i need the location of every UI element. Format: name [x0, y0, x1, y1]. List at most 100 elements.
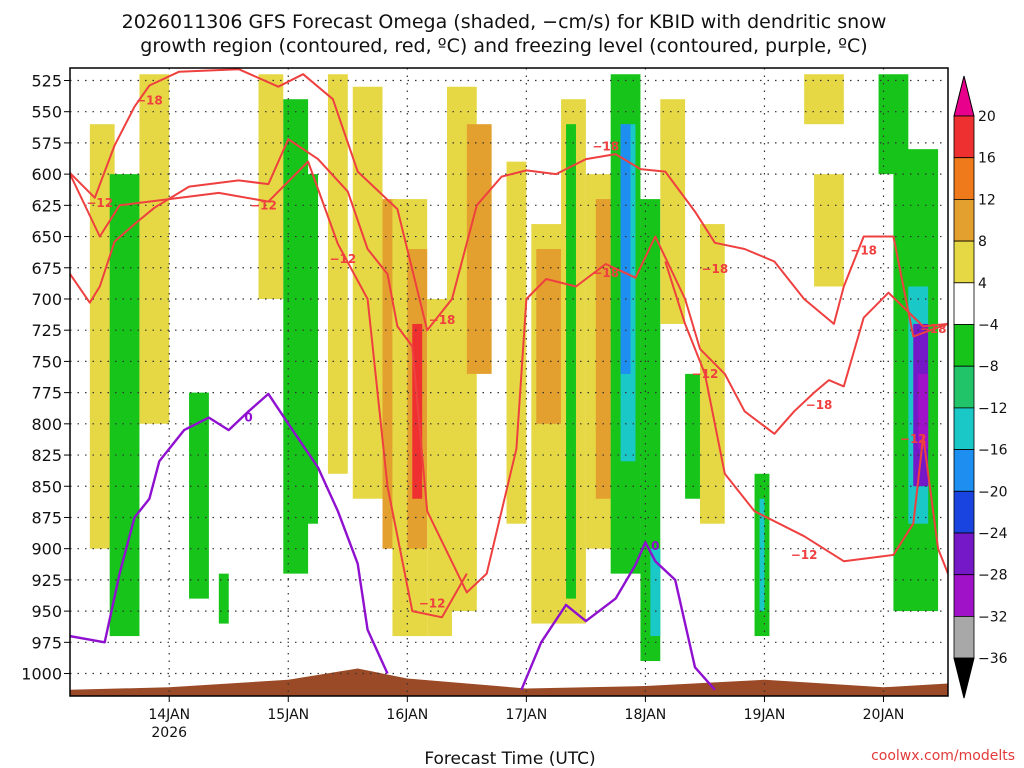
plot-frame — [69, 67, 949, 697]
red-contour-label-6: −12 — [419, 597, 446, 611]
x-axis-ticks: 14JAN 2026 15JAN 16JAN 17JAN 18JAN 19JAN 20JAN — [148, 696, 904, 741]
xtick-label-18JAN: 18JAN — [625, 707, 667, 723]
omega-region-19 — [506, 161, 527, 524]
omega-shading-layer — [89, 74, 939, 662]
x-axis-label: Forecast Time (UTC) — [424, 749, 595, 768]
ytick-label-525: 525 — [31, 71, 62, 90]
colorbar-band-4 — [953, 240, 975, 284]
omega-region-23 — [566, 124, 576, 599]
ytick-label-625: 625 — [31, 196, 62, 215]
ytick-label-650: 650 — [31, 228, 62, 247]
colorbar-label-3: 12 — [978, 192, 996, 208]
red-contour-label-1: −18 — [136, 93, 163, 107]
omega-region-25 — [595, 199, 611, 499]
colorbar-band-6 — [953, 324, 975, 367]
colorbar-band-7 — [953, 365, 975, 409]
contour-label-layer: −18 −12 −12 −12 −18 −12 −18 −18 −18 −12 −18 −12 −18 −… — [86, 93, 946, 610]
red-contour-label-5: −18 — [429, 313, 456, 327]
colorbar-band-5 — [953, 282, 975, 325]
red-contour-label-11: −18 — [806, 398, 833, 412]
xtick-label-16JAN: 16JAN — [386, 707, 428, 723]
red-contour-label-4: −12 — [329, 252, 356, 266]
ytick-label-825: 825 — [31, 446, 62, 465]
colorbar-band-8 — [953, 407, 975, 450]
credit-text: coolwx.com/modelts — [871, 748, 1015, 764]
omega-region-8 — [298, 174, 319, 524]
colorbar-label-13: −32 — [978, 609, 1008, 625]
xtick-sublabel-14JAN: 2026 — [151, 725, 187, 741]
red-contour-label-3: −12 — [250, 198, 277, 212]
colorbar-band-12 — [953, 574, 975, 617]
omega-region-10 — [352, 86, 383, 499]
xtick-label-15JAN: 15JAN — [267, 707, 309, 723]
omega-region-42 — [918, 373, 929, 449]
ytick-label-550: 550 — [31, 103, 62, 122]
omega-region-28 — [620, 124, 631, 374]
ytick-label-975: 975 — [31, 633, 62, 652]
ytick-label-675: 675 — [31, 259, 62, 278]
ytick-label-1000: 1000 — [21, 665, 62, 684]
red-contour-label-10: −12 — [692, 367, 719, 381]
colorbar-band-10 — [953, 490, 975, 534]
red-contour-label-15: −18 — [920, 322, 947, 336]
purple-contour-freezing-level-1 — [70, 392, 389, 674]
red-contour-label-13: −18 — [850, 243, 877, 257]
colorbar-band-2 — [953, 157, 975, 200]
colorbar-band-1 — [953, 115, 975, 159]
colorbar-label-6: −4 — [978, 318, 999, 334]
purple-contour-label-2: 0 — [651, 539, 659, 553]
ytick-label-775: 775 — [31, 384, 62, 403]
colorbar-bottom-triangle — [953, 657, 975, 699]
colorbar-label-14: −36 — [978, 651, 1008, 667]
colorbar-label-7: −8 — [978, 359, 999, 375]
omega-region-29 — [640, 199, 661, 662]
red-contour-label-14: −12 — [900, 432, 927, 446]
ytick-label-700: 700 — [31, 290, 62, 309]
red-contour-label-9: −18 — [701, 262, 728, 276]
red-contour-label-7: −18 — [592, 140, 619, 154]
xtick-label-14JAN: 14JAN — [148, 707, 190, 723]
purple-contour-freezing-level-2 — [520, 541, 716, 691]
colorbar-band-11 — [953, 532, 975, 576]
ytick-label-800: 800 — [31, 415, 62, 434]
chart-title-line-2: growth region (contoured, red, ºC) and f… — [140, 35, 867, 57]
ytick-label-950: 950 — [31, 602, 62, 621]
colorbar-label-9: −16 — [978, 443, 1008, 459]
xtick-label-19JAN: 19JAN — [744, 707, 786, 723]
omega-region-18 — [466, 448, 477, 599]
colorbar-band-9 — [953, 449, 975, 492]
purple-contour-label-1: 0 — [244, 411, 252, 425]
ytick-label-750: 750 — [31, 352, 62, 371]
ytick-label-925: 925 — [31, 571, 62, 590]
colorbar-label-1: 20 — [978, 109, 996, 125]
omega-region-3 — [139, 74, 170, 424]
red-contour-minus-12-left — [70, 160, 468, 619]
omega-region-36 — [804, 74, 844, 125]
red-contour-minus-18-upper — [70, 68, 948, 338]
red-contour-label-8: −18 — [592, 266, 619, 280]
ytick-label-850: 850 — [31, 477, 62, 496]
omega-region-30 — [650, 548, 661, 637]
omega-region-17 — [466, 124, 492, 374]
red-contour-minus-18-lower — [70, 138, 948, 594]
colorbar-label-2: 16 — [978, 151, 996, 167]
colorbar-band-13 — [953, 616, 975, 659]
omega-region-6 — [258, 74, 284, 299]
ytick-label-725: 725 — [31, 321, 62, 340]
colorbar-label-11: −24 — [978, 526, 1008, 542]
omega-region-35 — [759, 498, 765, 612]
contour-layer — [70, 68, 948, 691]
omega-region-4 — [189, 392, 209, 599]
xtick-label-17JAN: 17JAN — [505, 707, 547, 723]
terrain-fill — [70, 668, 948, 696]
y-axis-ticks: 525 550 575 600 625 650 675 700 725 750 775 800 825 8… — [21, 71, 70, 684]
omega-region-32 — [685, 373, 700, 499]
omega-region-37 — [814, 174, 844, 287]
ytick-label-875: 875 — [31, 508, 62, 527]
red-contour-label-2: −12 — [86, 196, 113, 210]
terrain-layer — [70, 668, 948, 696]
ytick-label-575: 575 — [31, 134, 62, 153]
chart-title-line-1: 2026011306 GFS Forecast Omega (shaded, −… — [122, 11, 887, 33]
colorbar-label-12: −28 — [978, 568, 1008, 584]
